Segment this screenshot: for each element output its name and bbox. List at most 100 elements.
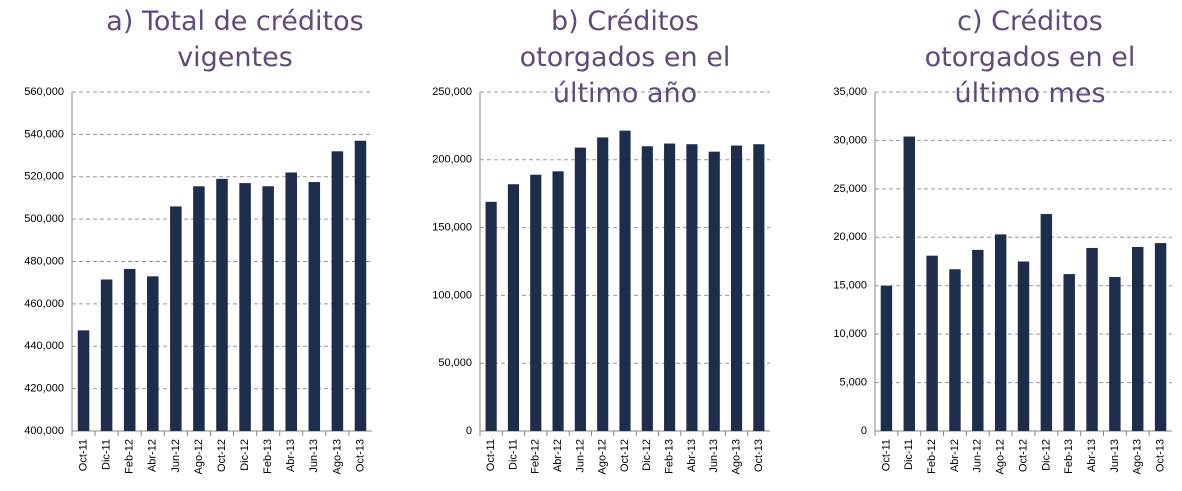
bar — [664, 143, 676, 431]
bar — [994, 234, 1007, 431]
bar — [1086, 247, 1098, 431]
x-tick-label: Abr-13 — [1086, 439, 1098, 472]
y-tick-label: 10,000 — [833, 328, 867, 340]
bar — [972, 249, 984, 431]
x-tick-label: Ago-13 — [331, 439, 343, 474]
y-tick-label: 5,000 — [839, 376, 867, 388]
bar — [216, 178, 228, 431]
y-tick-label: 0 — [466, 425, 472, 437]
x-tick-label: Oct-12 — [1017, 439, 1029, 472]
y-tick-label: 20,000 — [833, 231, 867, 243]
x-tick-label: Feb-13 — [1063, 439, 1075, 474]
x-tick-label: Abr-13 — [686, 439, 698, 472]
x-tick-label: Feb-13 — [664, 439, 676, 474]
x-tick-label: Feb-12 — [124, 439, 136, 474]
x-tick-label: Oct-11 — [77, 439, 89, 471]
chart-title: a) Total de créditos vigentes — [106, 6, 364, 73]
x-tick-label: Abr-12 — [147, 439, 159, 472]
x-tick-label: Jun-13 — [1109, 439, 1121, 473]
y-tick-label: 560,000 — [24, 86, 64, 98]
bar — [285, 172, 297, 431]
bar — [1017, 261, 1030, 431]
x-tick-label: Feb-12 — [926, 439, 938, 474]
x-tick-label: Dic-11 — [101, 439, 113, 470]
y-tick-label: 540,000 — [24, 128, 64, 140]
x-tick-label: Feb-12 — [530, 439, 542, 474]
chart-title: b) Créditos otorgados en el último año — [519, 6, 731, 109]
bar — [147, 276, 159, 431]
x-tick-label: Ago-13 — [1132, 439, 1144, 474]
bar — [239, 183, 251, 431]
y-tick-label: 460,000 — [24, 298, 64, 310]
bar — [730, 145, 743, 431]
x-tick-label: Jun-12 — [574, 439, 586, 473]
bar — [926, 255, 938, 431]
bar — [597, 137, 609, 431]
bar — [1063, 274, 1075, 431]
bar — [552, 171, 564, 432]
bar — [903, 136, 915, 431]
x-tick-label: Dic-12 — [641, 439, 653, 471]
bar — [949, 269, 961, 431]
bar — [753, 144, 765, 431]
bar — [193, 186, 205, 431]
bar — [686, 144, 698, 431]
y-tick-label: 50,000 — [438, 357, 472, 369]
x-tick-label: Oct-11 — [880, 439, 892, 471]
y-tick-label: 400,000 — [24, 425, 64, 437]
y-tick-label: 500,000 — [24, 213, 64, 225]
x-tick-label: Jun-12 — [972, 439, 984, 473]
bar — [1109, 276, 1121, 431]
y-tick-label: 25,000 — [833, 183, 867, 195]
chart-title: c) Créditos otorgados en el último mes — [924, 6, 1136, 109]
x-tick-label: Dic-11 — [903, 439, 915, 470]
y-tick-label: 0 — [861, 425, 867, 437]
bar — [354, 140, 367, 431]
x-tick-label: Abr-13 — [285, 439, 297, 472]
bar — [641, 146, 653, 432]
y-tick-label: 100,000 — [432, 289, 472, 301]
x-tick-label: Oct-13 — [354, 439, 366, 472]
y-tick-label: 440,000 — [24, 340, 64, 352]
bar — [100, 279, 113, 431]
bar — [1154, 243, 1167, 431]
bar — [308, 182, 321, 431]
x-tick-label: Feb-13 — [262, 439, 274, 474]
x-tick-label: Ago-12 — [597, 439, 609, 474]
bar — [880, 285, 893, 431]
bar — [507, 184, 520, 431]
x-tick-label: Oct-13 — [1154, 439, 1166, 472]
x-tick-label: Dic-12 — [1040, 439, 1052, 471]
y-tick-label: 200,000 — [432, 154, 472, 166]
x-tick-label: Oct-13 — [753, 439, 765, 472]
bar — [77, 330, 90, 431]
bar — [485, 201, 497, 431]
bar — [331, 151, 344, 431]
x-tick-label: Jun-13 — [708, 439, 720, 473]
x-tick-label: Dic-12 — [239, 439, 251, 471]
bar — [619, 130, 631, 431]
x-tick-label: Dic-11 — [507, 439, 519, 470]
y-tick-label: 150,000 — [432, 222, 472, 234]
y-tick-label: 520,000 — [24, 171, 64, 183]
x-tick-label: Oct-11 — [485, 439, 497, 471]
y-tick-label: 420,000 — [24, 383, 64, 395]
y-tick-label: 480,000 — [24, 255, 64, 267]
x-tick-label: Oct-12 — [619, 439, 631, 472]
x-tick-label: Ago-13 — [730, 439, 742, 474]
bar — [1040, 214, 1053, 431]
x-tick-label: Abr-12 — [552, 439, 564, 472]
x-tick-label: Abr-12 — [949, 439, 961, 472]
y-tick-label: 15,000 — [833, 280, 867, 292]
bar — [170, 206, 182, 431]
bar — [574, 147, 586, 431]
x-tick-label: Jun-12 — [170, 439, 182, 473]
x-tick-label: Ago-12 — [995, 439, 1007, 474]
y-tick-label: 250,000 — [432, 86, 472, 98]
bar — [708, 151, 720, 431]
x-tick-label: Ago-12 — [193, 439, 205, 474]
bar — [1132, 246, 1144, 431]
y-tick-label: 30,000 — [833, 134, 867, 146]
